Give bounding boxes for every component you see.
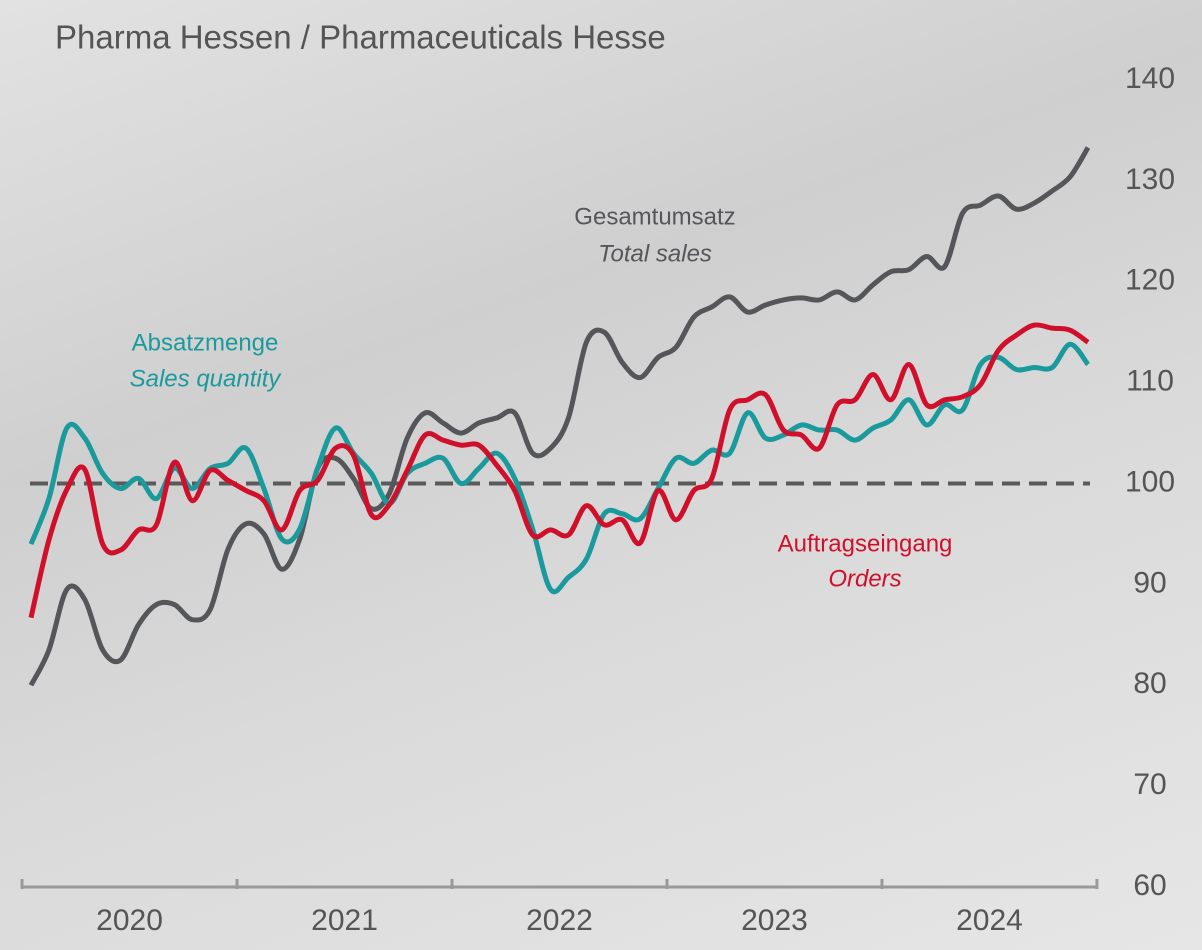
y-tick-label: 130 bbox=[1125, 163, 1175, 196]
x-tick-label: 2023 bbox=[741, 904, 808, 937]
series-label-en: Orders bbox=[828, 565, 901, 592]
series-label-en: Total sales bbox=[598, 240, 712, 267]
y-tick-label: 90 bbox=[1133, 566, 1166, 599]
x-tick-label: 2024 bbox=[956, 904, 1023, 937]
y-tick-label: 80 bbox=[1133, 667, 1166, 700]
series-line bbox=[28, 322, 1090, 619]
series-line bbox=[28, 146, 1091, 687]
y-tick-label: 70 bbox=[1133, 768, 1166, 801]
x-tick-label: 2022 bbox=[526, 904, 593, 937]
x-tick-label: 2021 bbox=[311, 904, 378, 937]
y-tick-label: 120 bbox=[1125, 264, 1175, 297]
series-label: Auftragseingang bbox=[778, 530, 953, 557]
x-tick-label: 2020 bbox=[96, 904, 163, 937]
chart-title: Pharma Hessen / Pharmaceuticals Hesse bbox=[55, 19, 666, 56]
y-tick-label: 100 bbox=[1125, 465, 1175, 498]
y-tick-label: 110 bbox=[1126, 365, 1174, 398]
series-label-en: Sales quantity bbox=[130, 365, 283, 392]
y-tick-label: 60 bbox=[1133, 869, 1166, 902]
y-tick-label: 140 bbox=[1125, 62, 1175, 95]
series-label: Absatzmenge bbox=[132, 329, 279, 356]
series-label: Gesamtumsatz bbox=[574, 203, 735, 230]
